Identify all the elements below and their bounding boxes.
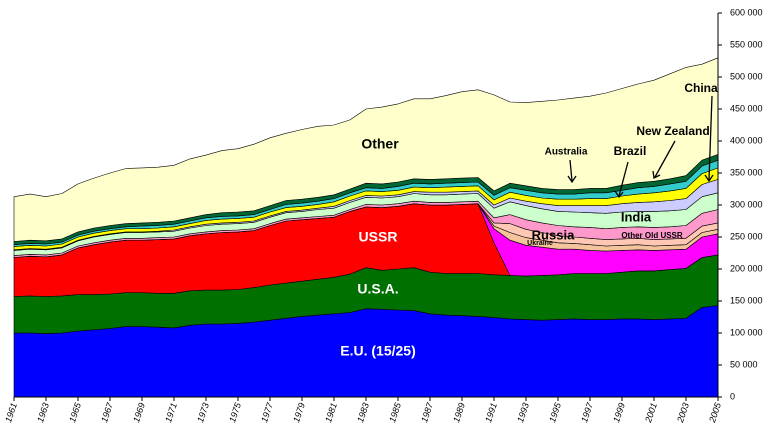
- x-tick-label: 1983: [355, 402, 371, 424]
- arrow-head: [567, 175, 577, 184]
- y-tick-label: 400 000: [730, 135, 763, 145]
- x-tick-label: 1963: [35, 402, 51, 424]
- x-tick-label: 2003: [675, 402, 691, 425]
- y-tick-label: 250 000: [730, 231, 763, 241]
- x-tick-label: 1985: [387, 401, 403, 424]
- x-tick-label: 1971: [163, 402, 179, 424]
- x-tick-label: 1991: [483, 402, 499, 424]
- arrow: [569, 159, 573, 182]
- y-tick-label: 450 000: [730, 103, 763, 113]
- x-tick-label: 1981: [323, 402, 339, 424]
- x-tick-label: 1995: [547, 401, 563, 424]
- arrows: [567, 95, 714, 199]
- x-tick-label: 1979: [291, 402, 307, 424]
- y-tick-label: 500 000: [730, 71, 763, 81]
- x-tick-label: 1987: [419, 401, 435, 424]
- x-tick-label: 1975: [227, 401, 243, 424]
- series-label: Other Old USSR: [621, 231, 683, 240]
- x-tick-label: 1969: [131, 402, 147, 424]
- arrow: [618, 161, 629, 197]
- series-label: India: [621, 209, 652, 224]
- arrow: [654, 140, 676, 178]
- axes: 0 50 000 100 000 150 000 200 000 250 000 300 0…: [3, 7, 762, 424]
- series-label: Ukraine: [527, 240, 553, 247]
- arrow-head: [652, 170, 661, 179]
- series-label: Other: [361, 136, 399, 152]
- series-label: Brazil: [614, 144, 647, 158]
- x-tick-label: 1961: [3, 402, 19, 424]
- y-tick-label: 200 000: [730, 263, 763, 273]
- x-tick-label: 1967: [99, 401, 115, 424]
- x-tick-label: 2005: [707, 401, 723, 425]
- series-label: E.U. (15/25): [340, 343, 415, 359]
- y-tick-label: 50 000: [730, 359, 758, 369]
- y-tick-label: 600 000: [730, 7, 763, 17]
- series-label: U.S.A.: [357, 281, 398, 297]
- x-tick-label: 1993: [515, 402, 531, 424]
- x-tick-label: 1973: [195, 402, 211, 424]
- arrow-head: [704, 174, 714, 183]
- x-tick-label: 1977: [259, 401, 275, 424]
- x-tick-label: 1989: [451, 402, 467, 424]
- series-label: Australia: [545, 147, 588, 158]
- x-tick-label: 1999: [611, 402, 627, 424]
- series-label: Russia: [532, 227, 575, 242]
- y-tick-label: 300 000: [730, 199, 763, 209]
- series-label: New Zealand: [636, 124, 709, 138]
- x-tick-label: 1965: [67, 401, 83, 424]
- y-tick-label: 350 000: [730, 167, 763, 177]
- series-label: USSR: [359, 229, 398, 245]
- x-tick-label: 1997: [579, 401, 595, 424]
- x-tick-label: 2001: [643, 402, 659, 425]
- arrow: [708, 95, 713, 181]
- y-tick-label: 100 000: [730, 327, 763, 337]
- y-tick-label: 0: [730, 391, 735, 401]
- y-tick-label: 550 000: [730, 39, 763, 49]
- arrow-head: [614, 190, 624, 199]
- y-tick-label: 150 000: [730, 295, 763, 305]
- areas: [13, 57, 719, 398]
- series-label: China: [684, 81, 718, 95]
